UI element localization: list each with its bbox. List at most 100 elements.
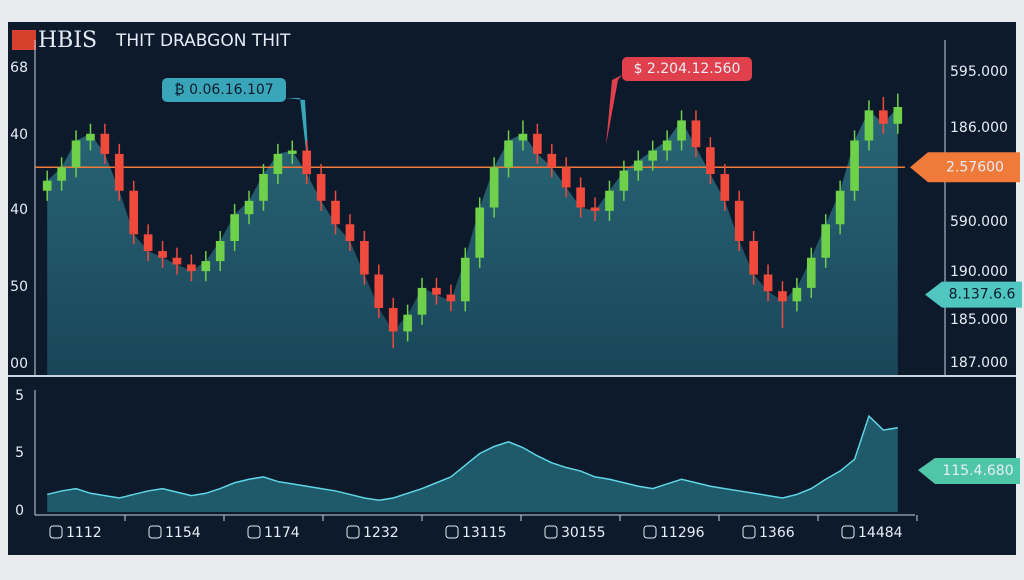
x-label: 1232 [363, 525, 399, 541]
right-axis-label: 595.000 [950, 64, 1008, 80]
title: THIT DRABGON THIT [115, 31, 291, 51]
candle-body [172, 257, 182, 265]
candle-body [605, 190, 614, 211]
candle-body [763, 274, 773, 292]
candle-body [590, 207, 600, 211]
left-axis-label: 50 [10, 279, 28, 295]
badge-text: ₿ 0.06.16.107 [174, 82, 273, 98]
candle-body [86, 133, 95, 141]
lower-badge-text: 115.4.680 [942, 463, 1013, 479]
candle-body [100, 133, 110, 154]
candle-body [42, 180, 52, 191]
right-axis-label: 185.000 [950, 312, 1008, 328]
candle-body [691, 120, 701, 148]
candle-body [417, 287, 427, 315]
candle-body [460, 257, 470, 302]
left-axis-label: 68 [10, 60, 28, 76]
candle-body [71, 140, 81, 168]
x-label: 1366 [759, 525, 795, 541]
candle-body [403, 314, 412, 332]
candle-body [244, 200, 254, 215]
candle-body [533, 133, 542, 154]
candle-body [864, 110, 874, 141]
candle-body [489, 167, 499, 208]
right-axis-label: 190.000 [950, 264, 1008, 280]
badge [622, 57, 752, 81]
candle-body [259, 174, 268, 201]
right-axis-label: 186.000 [950, 120, 1008, 136]
x-label-icon [841, 525, 855, 539]
x-label-icon [445, 525, 459, 539]
candle-body [129, 190, 139, 235]
lower-axis-label: 5 [15, 388, 24, 404]
left-axis-label: 00 [10, 356, 28, 372]
x-label-icon [643, 525, 657, 539]
candle-body [388, 308, 398, 332]
badge-text: $ 2.204.12.560 [634, 61, 741, 77]
candle-body [273, 153, 283, 174]
lower-badge [918, 458, 1020, 484]
logo: HBIS [38, 28, 97, 53]
candle-body [345, 224, 355, 241]
candle-body [749, 241, 758, 275]
candle-body [835, 190, 845, 225]
candle-body [792, 287, 802, 302]
candle-body [734, 200, 744, 241]
candle-body [619, 170, 629, 191]
candle-body [187, 264, 196, 272]
candle-body [648, 150, 658, 161]
candle-body [576, 187, 585, 208]
candle-body [57, 167, 66, 181]
x-label-icon [148, 525, 162, 539]
candle-body [806, 257, 816, 288]
teal-badge [925, 281, 1022, 308]
candle-body [879, 110, 888, 124]
candle-body [432, 287, 441, 295]
price-area [47, 107, 898, 375]
price-badge [910, 152, 1020, 183]
x-label-icon [247, 525, 261, 539]
candle-body [547, 153, 557, 168]
badge [162, 78, 286, 102]
x-label-icon [49, 525, 63, 539]
left-axis-label: 40 [10, 202, 28, 218]
candle-body [302, 150, 312, 174]
badge-pointer [286, 98, 310, 185]
x-label-icon [544, 525, 558, 539]
candle-body [518, 133, 528, 141]
lower-axis-label: 0 [15, 503, 24, 519]
candle-body [504, 140, 513, 168]
x-label: 1112 [66, 525, 102, 541]
candle-body [374, 274, 384, 308]
right-axis-label: 590.000 [950, 214, 1008, 230]
x-label: 1154 [165, 525, 201, 541]
candle-body [114, 153, 124, 191]
candle-body [475, 207, 485, 258]
candle-body [778, 291, 787, 302]
candle-body [287, 150, 297, 154]
x-label: 14484 [858, 525, 903, 541]
candle-body [633, 160, 643, 171]
indicator-area [47, 416, 898, 512]
indicator-line [47, 414, 898, 502]
x-label-icon [346, 525, 360, 539]
badge-pointer [606, 75, 622, 145]
candle-body [316, 174, 326, 201]
left-axis-label: 40 [10, 127, 28, 143]
candle-body [215, 241, 225, 262]
candle-body [893, 107, 903, 124]
candle-body [561, 167, 571, 188]
candle-body [720, 174, 730, 201]
x-label: 13115 [462, 525, 507, 541]
x-label: 11296 [660, 525, 705, 541]
candle-body [821, 224, 831, 258]
candle-body [331, 200, 340, 225]
candle-body [662, 140, 672, 151]
x-label: 1174 [264, 525, 300, 541]
x-label: 30155 [561, 525, 606, 541]
candle-body [446, 294, 456, 302]
candle-body [677, 120, 686, 141]
teal-badge-text: 8.137.6.6 [949, 287, 1016, 303]
candle-body [201, 261, 211, 272]
